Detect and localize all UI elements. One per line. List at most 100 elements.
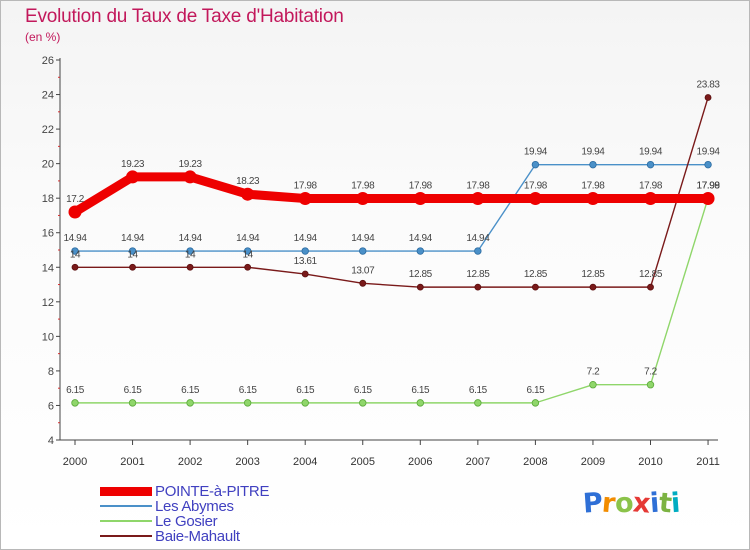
data-point-pointe-a-pitre [413, 192, 427, 206]
data-label-le-gosier: 6.15 [296, 385, 315, 396]
data-label-les-abymes: 19.94 [524, 147, 548, 158]
data-label-le-gosier: 6.15 [411, 385, 430, 396]
series-line-le-gosier [74, 197, 709, 404]
data-point-les-abymes [589, 160, 597, 169]
data-point-pointe-a-pitre [356, 192, 370, 206]
data-point-baie-mahault [589, 283, 597, 291]
data-label-les-abymes: 14.94 [236, 233, 260, 244]
data-label-les-abymes: 14.94 [294, 233, 318, 244]
y-tick-label: 6 [48, 400, 54, 412]
data-label-les-abymes: 14.94 [121, 233, 145, 244]
y-tick-label: 24 [42, 90, 54, 102]
data-label-les-abymes: 14.94 [179, 233, 203, 244]
data-label-les-abymes: 14.94 [409, 233, 433, 244]
x-tick-label: 2009 [581, 456, 605, 468]
data-point-le-gosier [71, 399, 79, 407]
data-point-baie-mahault [244, 263, 252, 271]
data-label-les-abymes: 14.94 [351, 233, 375, 244]
data-point-les-abymes [359, 247, 367, 255]
x-tick-label: 2010 [638, 456, 662, 468]
legend-label-le-gosier: Le Gosier [155, 513, 218, 530]
data-point-pointe-a-pitre [183, 170, 197, 184]
data-label-le-gosier: 7.2 [587, 367, 601, 378]
data-label-pointe-a-pitre: 17.98 [524, 181, 548, 192]
legend-swatch-pointe-a-pitre [100, 487, 152, 496]
legend-label-pointe-a-pitre: POINTE-à-PITRE [155, 483, 270, 500]
data-point-pointe-a-pitre [241, 187, 255, 201]
data-label-baie-mahault: 12.85 [581, 269, 605, 280]
data-label-pointe-a-pitre: 17.2 [66, 194, 85, 205]
data-point-le-gosier [589, 381, 597, 389]
data-label-baie-mahault: 14 [70, 249, 81, 260]
legend-swatch-les-abymes [100, 505, 152, 507]
data-point-pointe-a-pitre [644, 192, 657, 206]
legend-swatch-baie-mahault [100, 535, 152, 537]
proxiti-logo: Proxiti [581, 487, 682, 520]
data-point-les-abymes [474, 247, 482, 255]
y-tick-label: 14 [42, 262, 54, 274]
x-tick-label: 2011 [696, 456, 720, 468]
data-label-pointe-a-pitre: 18.23 [236, 176, 260, 187]
data-point-baie-mahault [532, 283, 539, 291]
data-point-baie-mahault [474, 283, 482, 291]
data-label-baie-mahault: 14 [127, 249, 138, 260]
data-label-le-gosier: 6.15 [124, 385, 143, 396]
data-label-pointe-a-pitre: 17.98 [581, 181, 605, 192]
data-label-les-abymes: 19.94 [697, 147, 721, 158]
x-tick-label: 2008 [523, 456, 547, 468]
data-point-le-gosier [531, 399, 540, 407]
data-point-les-abymes [243, 247, 252, 255]
data-label-baie-mahault: 13.61 [294, 256, 318, 267]
data-label-pointe-a-pitre: 17.98 [294, 181, 318, 192]
data-label-le-gosier: 6.15 [354, 385, 373, 396]
y-tick-label: 10 [42, 331, 54, 343]
data-label-pointe-a-pitre: 17.98 [466, 181, 490, 192]
legend-swatch-le-gosier [100, 520, 152, 522]
series-line-baie-mahault [74, 96, 709, 288]
legend-label-les-abymes: Les Abymes [155, 498, 234, 515]
x-tick-label: 2001 [120, 456, 144, 468]
chart-title: Evolution du Taux de Taxe d'Habitation [25, 6, 344, 27]
data-label-baie-mahault: 23.83 [697, 79, 721, 90]
data-label-baie-mahault: 12.85 [639, 269, 663, 280]
series-line-pointe-a-pitre [70, 172, 713, 217]
data-point-les-abymes [531, 160, 540, 169]
x-tick-label: 2005 [351, 456, 375, 468]
y-tick-label: 4 [48, 435, 54, 447]
data-label-le-gosier: 17.99 [697, 180, 721, 191]
data-label-pointe-a-pitre: 19.23 [121, 159, 145, 170]
y-tick-label: 12 [42, 297, 54, 309]
data-point-les-abymes [301, 247, 309, 255]
data-point-le-gosier [128, 399, 137, 407]
data-point-pointe-a-pitre [68, 205, 82, 219]
data-point-baie-mahault [301, 270, 309, 278]
y-tick-label: 18 [42, 193, 54, 205]
data-point-baie-mahault [647, 283, 654, 291]
data-point-pointe-a-pitre [298, 192, 312, 206]
y-tick-label: 16 [42, 228, 54, 240]
data-point-le-gosier [359, 399, 367, 407]
chart-subtitle: (en %) [25, 30, 61, 44]
data-point-les-abymes [416, 247, 424, 255]
y-tick-label: 20 [42, 159, 54, 171]
data-label-le-gosier: 7.2 [644, 367, 658, 378]
data-point-le-gosier [474, 399, 482, 407]
data-point-les-abymes [128, 247, 137, 255]
data-point-le-gosier [243, 399, 252, 407]
data-point-les-abymes [186, 247, 194, 255]
data-label-pointe-a-pitre: 17.98 [409, 181, 433, 192]
x-tick-label: 2004 [293, 456, 317, 468]
series-line-les-abymes [74, 163, 709, 252]
data-label-baie-mahault: 12.85 [409, 269, 433, 280]
data-point-baie-mahault [704, 94, 712, 101]
x-tick-label: 2007 [466, 456, 490, 468]
data-point-baie-mahault [71, 263, 79, 271]
data-label-le-gosier: 6.15 [239, 385, 258, 396]
data-label-les-abymes: 14.94 [466, 233, 490, 244]
y-tick-label: 8 [48, 366, 54, 378]
data-label-les-abymes: 14.94 [63, 233, 87, 244]
data-label-le-gosier: 6.15 [526, 385, 545, 396]
data-label-le-gosier: 6.15 [181, 385, 200, 396]
data-label-baie-mahault: 14 [242, 249, 253, 260]
